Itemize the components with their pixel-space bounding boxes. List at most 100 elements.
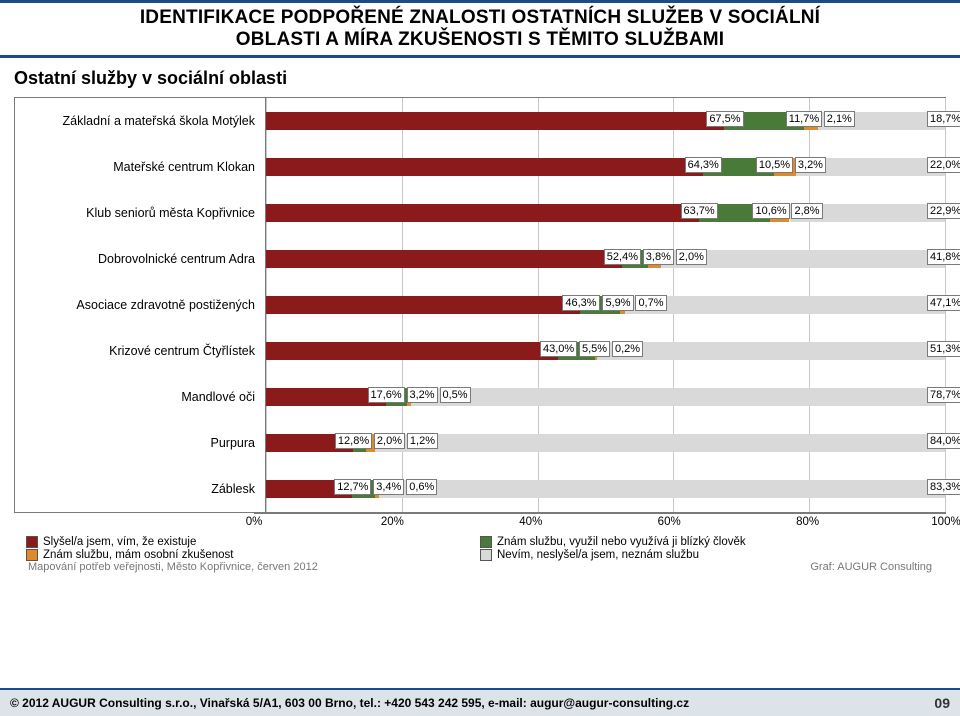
legend-item: Slyšel/a jsem, vím, že existuje [26,536,480,548]
bar-area: 67,5%11,7%2,1%18,7% [265,98,945,144]
chart-row: Dobrovolnické centrum Adra52,4%3,8%2,0%4… [15,236,945,282]
value-label: 3,4% [373,479,404,495]
value-label: 2,0% [374,433,405,449]
legend-swatch [26,549,38,561]
y-axis-label: Základní a mateřská škola Motýlek [15,114,265,128]
value-label: 0,2% [612,341,643,357]
bar-track: 17,6%3,2%0,5%78,7% [266,388,945,406]
subfooter-right: Graf: AUGUR Consulting [810,561,932,573]
y-axis-label: Záblesk [15,482,265,496]
y-axis-label: Mandlové oči [15,390,265,404]
value-label: 47,1% [927,295,960,311]
value-label: 2,0% [676,249,707,265]
y-axis-label: Dobrovolnické centrum Adra [15,252,265,266]
y-axis-label: Krizové centrum Čtyřlístek [15,344,265,358]
bar-area: 12,7%3,4%0,6%83,3% [265,466,945,512]
value-label: 22,9% [927,203,960,219]
subfooter-left: Mapování potřeb veřejnosti, Město Kopřiv… [28,561,318,573]
bar-segment [411,388,945,406]
chart-row: Purpura12,8%2,0%1,2%84,0% [15,420,945,466]
value-label: 41,8% [927,249,960,265]
chart-row: Klub seniorů města Kopřivnice 63,7% 10,6%2… [15,190,945,236]
page-footer: © 2012 AUGUR Consulting s.r.o., Vinařská… [0,688,960,716]
value-label: 11,7% [786,111,822,127]
x-tick: 0% [246,516,263,528]
legend-swatch [26,536,38,548]
bar-track: 12,8%2,0%1,2%84,0% [266,434,945,452]
chart-row: Záblesk12,7%3,4%0,6%83,3% [15,466,945,512]
header-title: IDENTIFIKACE PODPOŘENÉ ZNALOSTI OSTATNÍC… [10,7,950,51]
value-label: 3,2% [795,157,826,173]
chart-plot: Základní a mateřská škola Motýlek 67,5% 11… [14,97,946,513]
chart-row: Mandlové oči17,6%3,2%0,5%78,7% [15,374,945,420]
header-line2: OBLASTI A MÍRA ZKUŠENOSTI S TĚMITO SLUŽB… [236,29,725,50]
value-label: 18,7% [927,111,960,127]
value-label: 2,8% [791,203,822,219]
bar-segment [597,342,945,360]
value-label: 12,8% [335,433,372,449]
value-label: 22,0% [927,157,960,173]
x-tick: 100% [931,516,960,528]
bar-track: 64,3%10,5%3,2%22,0% [266,158,945,176]
value-label: 64,3% [685,157,722,173]
value-label: 83,3% [927,479,960,495]
value-label: 1,2% [407,433,438,449]
value-label: 51,3% [927,341,960,357]
chart-title: Ostatní služby v sociální oblasti [14,68,946,89]
value-label: 52,4% [604,249,641,265]
bar-area: 52,4%3,8%2,0%41,8% [265,236,945,282]
legend-item: Znám službu, mám osobní zkušenost [26,549,480,561]
legend-item: Znám službu, využil nebo využívá ji blíz… [480,536,934,548]
header-line1: IDENTIFIKACE PODPOŘENÉ ZNALOSTI OSTATNÍC… [140,7,820,28]
bar-track: 12,7%3,4%0,6%83,3% [266,480,945,498]
value-label: 17,6% [368,387,405,403]
bar-track: 63,7%10,6%2,8%22,9% [266,204,945,222]
legend-swatch [480,536,492,548]
bar-segment [266,296,580,314]
bar-segment [266,250,622,268]
chart-row: Asociace zdravotně postižených46,3%5,9%0… [15,282,945,328]
chart-subfooter: Mapování potřeb veřejnosti, Město Kopřiv… [28,561,932,573]
x-tick: 80% [796,516,819,528]
value-label: 78,7% [927,387,960,403]
x-axis: 0%20%40%60%80%100% [254,513,946,534]
value-label: 43,0% [540,341,577,357]
bar-area: 64,3%10,5%3,2%22,0% [265,144,945,190]
bar-area: 12,8%2,0%1,2%84,0% [265,420,945,466]
y-axis-label: Klub seniorů města Kopřivnice [15,206,265,220]
value-label: 0,7% [635,295,666,311]
value-label: 0,5% [440,387,471,403]
bar-segment [266,342,558,360]
bar-area: 63,7%10,6%2,8%22,9% [265,190,945,236]
legend-label: Znám službu, využil nebo využívá ji blíz… [497,536,746,548]
value-label: 5,5% [579,341,610,357]
value-label: 12,7% [334,479,371,495]
bar-segment [375,434,945,452]
y-axis-label: Mateřské centrum Klokan [15,160,265,174]
chart-row: Základní a mateřská škola Motýlek 67,5% 11… [15,98,945,144]
y-axis-label: Asociace zdravotně postižených [15,298,265,312]
chart-legend: Slyšel/a jsem, vím, že existujeZnám služ… [26,536,934,561]
bar-segment [266,158,703,176]
chart-container: Ostatní služby v sociální oblasti Základ… [0,58,960,573]
value-label: 63,7% [681,203,718,219]
value-label: 5,9% [602,295,633,311]
y-axis-label: Purpura [15,436,265,450]
chart-row: Krizové centrum Čtyřlístek43,0%5,5%0,2%5… [15,328,945,374]
value-label: 67,5% [706,111,743,127]
legend-label: Slyšel/a jsem, vím, že existuje [43,536,196,548]
value-label: 10,6% [752,203,789,219]
value-label: 0,6% [406,479,437,495]
value-label: 46,3% [562,295,599,311]
chart-row: Mateřské centrum Klokan64,3%10,5%3,2%22,… [15,144,945,190]
footer-page: 09 [934,695,950,711]
footer-text: © 2012 AUGUR Consulting s.r.o., Vinařská… [10,696,689,710]
value-label: 10,5% [756,157,793,173]
bar-area: 46,3%5,9%0,7%47,1% [265,282,945,328]
bar-segment [266,204,699,222]
value-label: 3,2% [407,387,438,403]
value-label: 2,1% [824,111,855,127]
legend-swatch [480,549,492,561]
bar-area: 17,6%3,2%0,5%78,7% [265,374,945,420]
legend-item: Nevím, neslyšel/a jsem, neznám službu [480,549,934,561]
